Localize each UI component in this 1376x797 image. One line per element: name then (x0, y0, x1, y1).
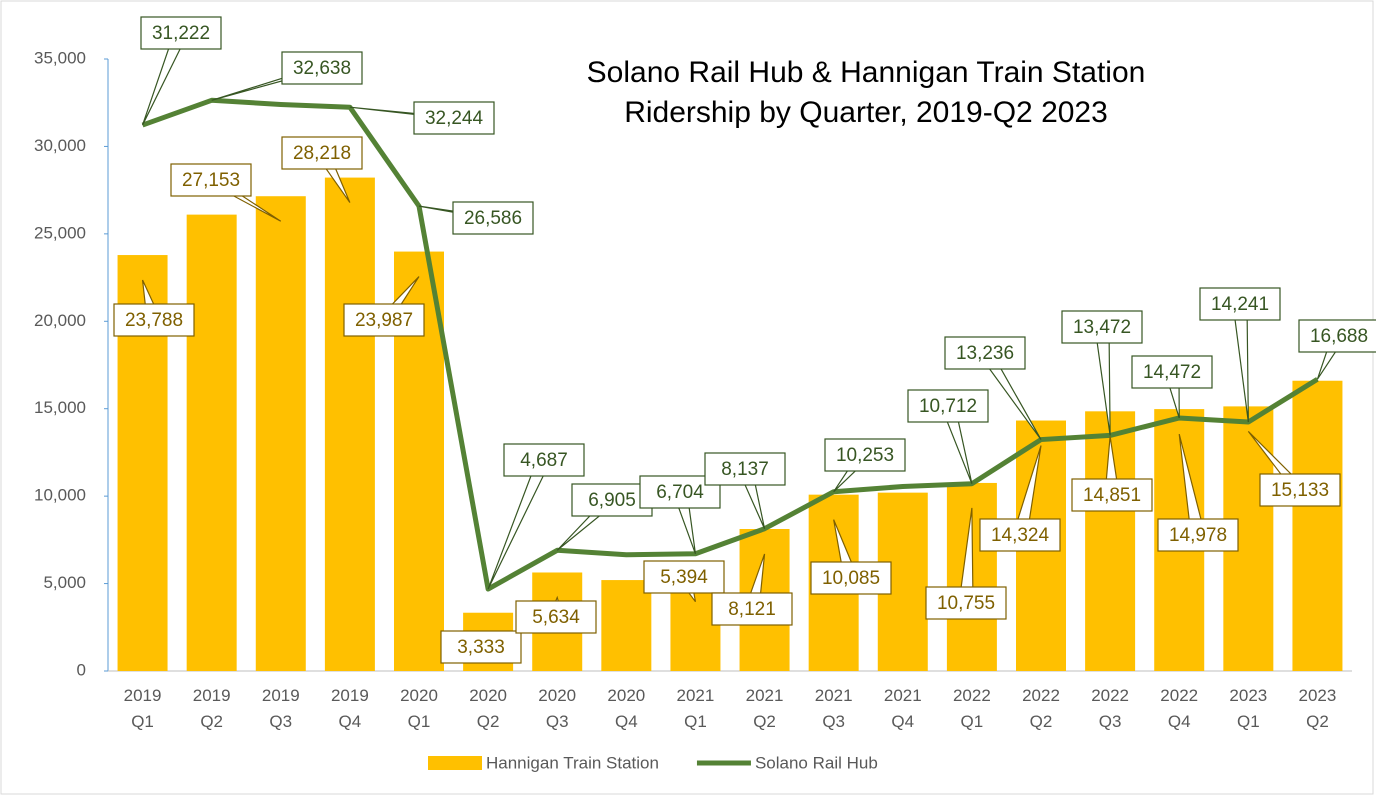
data-label: 13,236 (956, 343, 1014, 364)
bar (255, 196, 306, 672)
data-label: 32,638 (293, 58, 351, 79)
x-tick-label: 2023 Q2 (1299, 686, 1337, 731)
data-label: 5,394 (660, 567, 708, 588)
data-label: 26,586 (464, 208, 522, 229)
callout-box (810, 561, 892, 595)
callout-box (1157, 518, 1239, 552)
callout-box (1071, 478, 1153, 512)
x-tick-label: 2019 Q2 (193, 686, 231, 731)
callout-box (452, 201, 534, 235)
data-label: 10,253 (836, 445, 894, 466)
callout-box (343, 303, 425, 337)
y-tick-label: 25,000 (34, 223, 86, 242)
data-label: 15,133 (1271, 480, 1329, 501)
data-label: 8,137 (721, 459, 769, 480)
legend-label: Hannigan Train Station (486, 753, 659, 772)
callout-box (281, 51, 363, 85)
callout-box (140, 16, 222, 50)
callout-box (1259, 473, 1341, 507)
callout-box (503, 443, 585, 477)
callout-box (925, 586, 1007, 620)
line (141, 97, 1319, 592)
data-label: 23,987 (355, 310, 413, 331)
callout-box (1131, 355, 1213, 389)
data-label: 10,755 (937, 593, 995, 614)
callout-box (711, 592, 793, 626)
x-tick-label: 2019 Q4 (331, 686, 369, 731)
data-label: 5,634 (532, 607, 580, 628)
data-labels: 23,788 27,153 28,218 23,987 3,333 5,634 5,394 8… (113, 16, 1376, 664)
data-label: 13,472 (1073, 317, 1131, 338)
x-tick-label: 2022 Q3 (1091, 686, 1129, 731)
data-label: 31,222 (152, 23, 210, 44)
callout-box (440, 630, 522, 664)
data-label: 14,241 (1211, 294, 1269, 315)
data-label: 8,121 (728, 599, 776, 620)
x-tick-label: 2021 Q2 (746, 686, 784, 731)
callout-box (979, 518, 1061, 552)
data-label: 14,978 (1169, 525, 1227, 546)
y-tick-label: 20,000 (34, 311, 86, 330)
lines (141, 97, 1319, 592)
x-tick-label: 2022 Q2 (1022, 686, 1060, 731)
callout-box (113, 303, 195, 337)
data-label: 3,333 (457, 637, 505, 658)
x-tick-label: 2021 Q3 (815, 686, 853, 731)
data-label: 6,905 (588, 490, 636, 511)
data-label: 14,851 (1083, 485, 1141, 506)
legend-swatch (428, 756, 482, 770)
bar (186, 214, 237, 671)
x-tick-label: 2021 Q1 (677, 686, 715, 731)
x-tick-label: 2023 Q1 (1229, 686, 1267, 731)
callout-box (170, 163, 252, 197)
bar (324, 177, 375, 671)
x-tick-label: 2020 Q1 (400, 686, 438, 731)
legend-label: Solano Rail Hub (755, 753, 878, 772)
bar (1292, 380, 1343, 671)
y-tick-label: 0 (77, 660, 86, 679)
data-label: 10,085 (822, 568, 880, 589)
x-tick-label: 2020 Q2 (469, 686, 507, 731)
callout-box (281, 136, 363, 170)
chart-subtitle: Ridership by Quarter, 2019-Q2 2023 (624, 96, 1108, 129)
x-tick-label: 2021 Q4 (884, 686, 922, 731)
data-label: 4,687 (520, 450, 568, 471)
data-label: 32,244 (425, 108, 484, 129)
x-tick-label: 2020 Q4 (607, 686, 645, 731)
x-tick-label: 2022 Q1 (953, 686, 991, 731)
callout-box (907, 389, 989, 423)
y-tick-label: 35,000 (34, 48, 86, 67)
data-label: 6,704 (656, 482, 704, 503)
callout-box (1199, 287, 1281, 321)
callout-box (944, 336, 1026, 370)
data-label: 28,218 (293, 143, 351, 164)
x-tick-label: 2019 Q3 (262, 686, 300, 731)
x-tick-label: 2022 Q4 (1160, 686, 1198, 731)
y-tick-label: 5,000 (43, 573, 86, 592)
y-tick-label: 30,000 (34, 136, 86, 155)
x-tick-label: 2020 Q3 (538, 686, 576, 731)
callout-box (413, 101, 495, 135)
data-label: 23,788 (125, 310, 183, 331)
callout-box (1298, 319, 1376, 353)
chart-title: Solano Rail Hub & Hannigan Train Station (587, 56, 1146, 89)
callout-box (643, 560, 725, 594)
bar (601, 580, 652, 671)
y-tick-label: 10,000 (34, 486, 86, 505)
callout-box (704, 452, 786, 486)
data-label: 16,688 (1310, 326, 1368, 347)
callout-box (515, 600, 597, 634)
callout-box (1061, 310, 1143, 344)
data-label: 27,153 (182, 170, 240, 191)
data-label: 14,324 (991, 525, 1050, 546)
callout-box (824, 438, 906, 472)
data-label: 10,712 (919, 396, 977, 417)
x-tick-label: 2019 Q1 (124, 686, 162, 731)
data-label: 14,472 (1143, 362, 1201, 383)
y-tick-label: 15,000 (34, 398, 86, 417)
